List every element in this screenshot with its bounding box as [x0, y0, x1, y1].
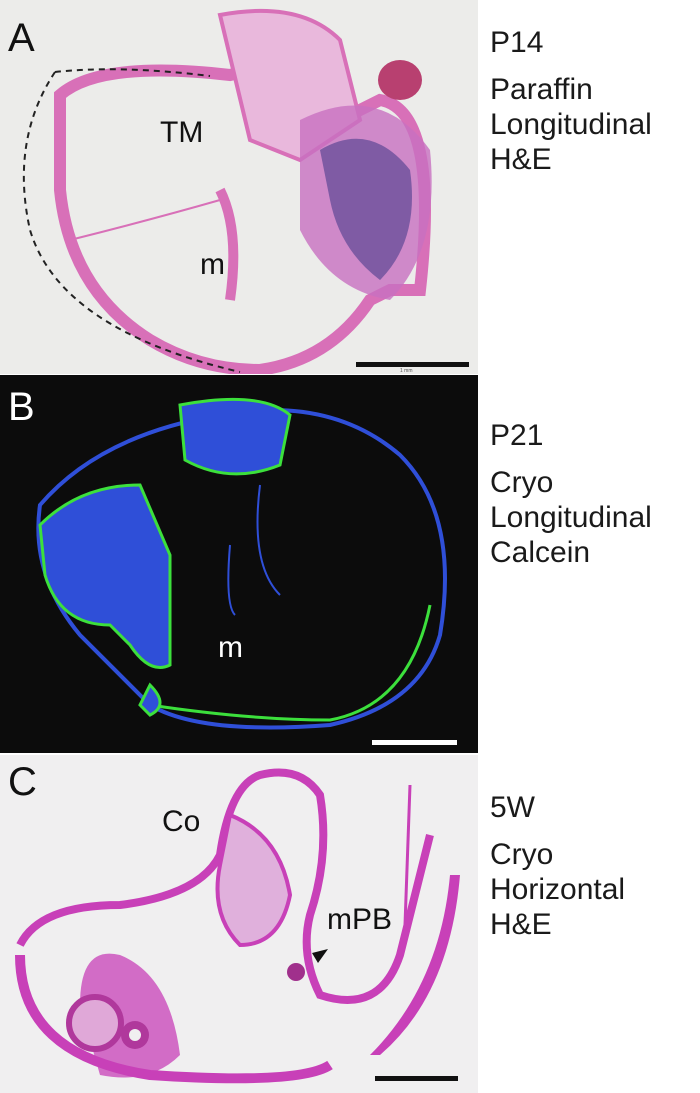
label-mpb: mPB: [327, 903, 393, 936]
stain: H&E: [490, 143, 552, 176]
panel-letter: B: [8, 385, 35, 429]
orientation: Longitudinal: [490, 108, 652, 141]
method: Cryo: [490, 466, 554, 499]
he-section-image: [15, 768, 460, 1084]
scale-bar: [375, 1076, 458, 1081]
label-tm: TM: [160, 116, 204, 149]
stage: P14: [490, 26, 544, 59]
panel-a-description: P14 Paraffin Longitudinal H&E: [490, 25, 652, 177]
panel-letter: C: [8, 760, 37, 804]
method: Cryo: [490, 838, 554, 871]
orientation: Longitudinal: [490, 501, 652, 534]
stage: 5W: [490, 791, 535, 824]
label-m: m: [200, 248, 225, 281]
label-m: m: [218, 631, 243, 664]
orientation: Horizontal: [490, 873, 626, 906]
panel-b-micrograph: B m: [0, 375, 478, 753]
scale-bar: [372, 740, 457, 745]
panel-c-micrograph: C Co mPB: [0, 755, 478, 1093]
calcein-section-image: [36, 397, 457, 745]
panel-letter: A: [8, 16, 35, 60]
stain: H&E: [490, 908, 552, 941]
scale-bar: [356, 362, 469, 367]
panel-a-micrograph: A TM m 1 mm: [0, 0, 478, 374]
stain: Calcein: [490, 536, 591, 569]
label-co: Co: [162, 805, 201, 838]
arrowhead-icon: [312, 949, 328, 963]
mpb-structure: [287, 963, 305, 981]
scale-bar-text: 1 mm: [400, 368, 413, 374]
panel-c-description: 5W Cryo Horizontal H&E: [490, 790, 625, 942]
method: Paraffin: [490, 73, 593, 106]
panel-b-description: P21 Cryo Longitudinal Calcein: [490, 418, 652, 570]
stage: P21: [490, 419, 544, 452]
he-section-image: [22, 8, 469, 374]
